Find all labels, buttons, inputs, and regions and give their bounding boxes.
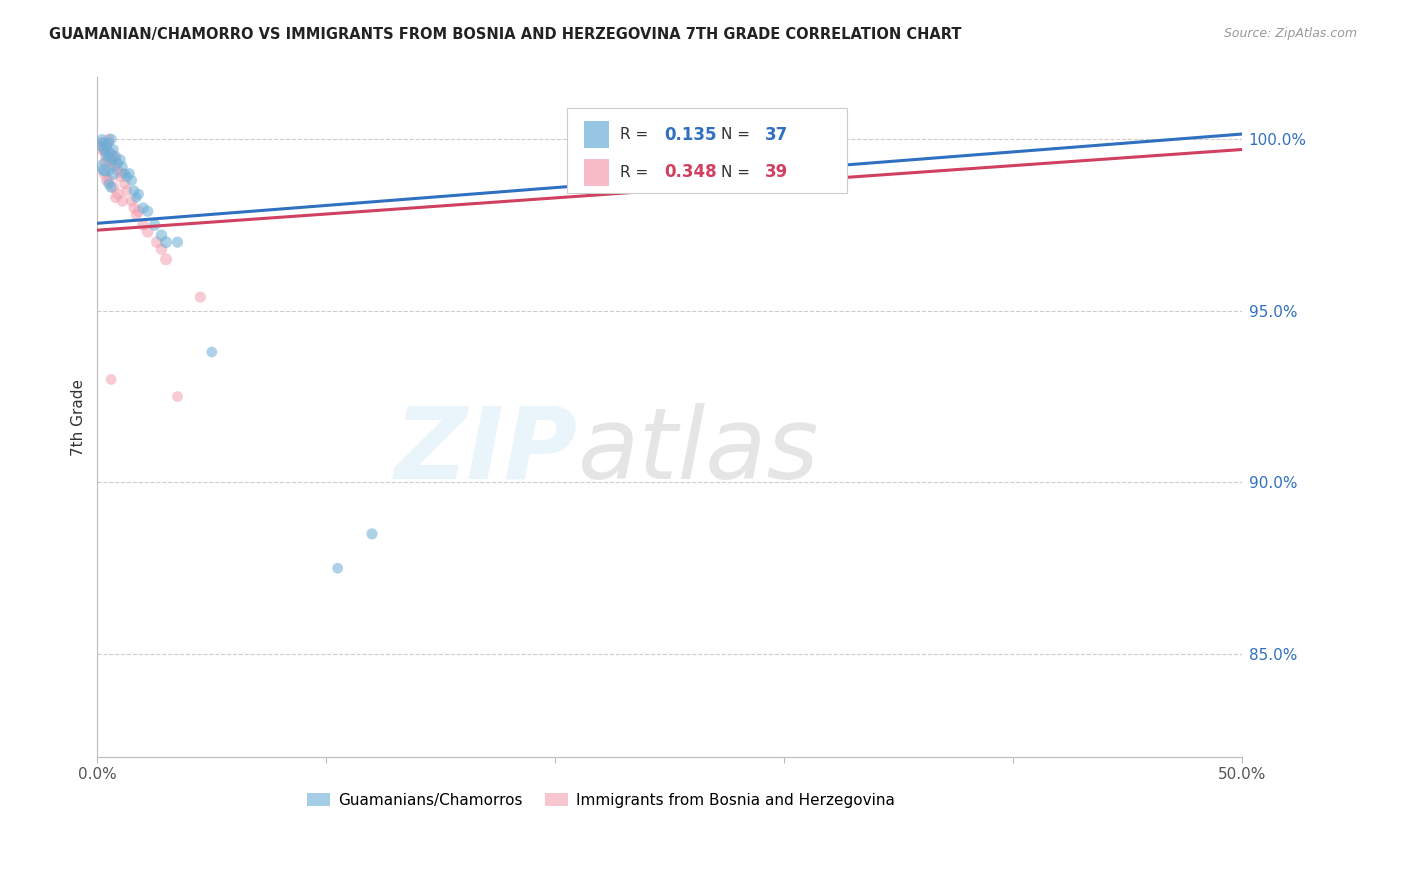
Point xyxy=(97,149,120,163)
Text: ZIP: ZIP xyxy=(395,402,578,500)
FancyBboxPatch shape xyxy=(567,108,846,193)
Point xyxy=(115,169,138,184)
Point xyxy=(103,143,125,157)
Point xyxy=(91,136,114,150)
Point xyxy=(103,149,125,163)
Text: 37: 37 xyxy=(765,126,787,144)
Point xyxy=(90,132,112,146)
Point xyxy=(98,145,121,160)
Point xyxy=(100,145,122,160)
Point xyxy=(101,153,124,167)
Point xyxy=(128,187,150,202)
Point xyxy=(101,156,124,170)
Point xyxy=(104,149,127,163)
Point xyxy=(94,149,117,163)
Text: Source: ZipAtlas.com: Source: ZipAtlas.com xyxy=(1223,27,1357,40)
Point xyxy=(96,173,118,187)
Point xyxy=(166,390,188,404)
Point xyxy=(326,561,349,575)
Point xyxy=(132,201,155,215)
Point xyxy=(103,167,125,181)
Point xyxy=(115,184,138,198)
Text: N =: N = xyxy=(721,128,755,143)
Point xyxy=(107,156,129,170)
Point xyxy=(103,160,125,174)
Point xyxy=(90,139,112,153)
Point xyxy=(94,156,117,170)
Point xyxy=(96,139,118,153)
Point xyxy=(93,167,115,181)
FancyBboxPatch shape xyxy=(583,159,609,186)
Legend: Guamanians/Chamorros, Immigrants from Bosnia and Herzegovina: Guamanians/Chamorros, Immigrants from Bo… xyxy=(301,787,901,814)
Point xyxy=(94,145,117,160)
Point xyxy=(125,190,148,204)
Point xyxy=(107,163,129,178)
Point xyxy=(155,235,177,249)
Point xyxy=(90,136,112,150)
Point xyxy=(100,372,122,386)
Point xyxy=(155,252,177,267)
Point xyxy=(114,177,136,191)
Point xyxy=(125,208,148,222)
Point xyxy=(97,136,120,150)
Point xyxy=(122,201,145,215)
Point xyxy=(114,167,136,181)
Point xyxy=(97,173,120,187)
Point xyxy=(103,180,125,194)
Point xyxy=(96,139,118,153)
Point xyxy=(146,235,169,249)
Point xyxy=(122,184,145,198)
FancyBboxPatch shape xyxy=(583,121,609,148)
Point xyxy=(188,290,211,304)
Text: N =: N = xyxy=(721,165,755,180)
Text: R =: R = xyxy=(620,165,654,180)
Point xyxy=(104,153,127,167)
Point xyxy=(110,169,132,184)
Y-axis label: 7th Grade: 7th Grade xyxy=(72,379,86,456)
Point xyxy=(111,160,134,174)
Text: 0.348: 0.348 xyxy=(664,163,717,181)
Point xyxy=(91,139,114,153)
Point xyxy=(121,173,143,187)
Point xyxy=(143,218,166,232)
Point xyxy=(118,167,141,181)
Point xyxy=(128,204,150,219)
Point xyxy=(96,160,118,174)
Point xyxy=(150,228,173,243)
Point xyxy=(97,132,120,146)
Point xyxy=(104,190,127,204)
Point xyxy=(93,143,115,157)
Point xyxy=(121,194,143,208)
Point xyxy=(98,153,121,167)
Point xyxy=(136,204,159,219)
Point xyxy=(201,345,224,359)
Point xyxy=(166,235,188,249)
Point xyxy=(89,143,111,157)
Point xyxy=(100,180,122,194)
Text: 39: 39 xyxy=(765,163,787,181)
Text: R =: R = xyxy=(620,128,654,143)
Point xyxy=(361,527,384,541)
Point xyxy=(111,167,134,181)
Point xyxy=(136,225,159,239)
Point xyxy=(110,153,132,167)
Text: GUAMANIAN/CHAMORRO VS IMMIGRANTS FROM BOSNIA AND HERZEGOVINA 7TH GRADE CORRELATI: GUAMANIAN/CHAMORRO VS IMMIGRANTS FROM BO… xyxy=(49,27,962,42)
Text: atlas: atlas xyxy=(578,402,820,500)
Point xyxy=(150,242,173,256)
Point xyxy=(107,187,129,202)
Point xyxy=(93,143,115,157)
Point xyxy=(111,194,134,208)
Point xyxy=(93,163,115,178)
Point xyxy=(97,145,120,160)
Point xyxy=(100,132,122,146)
Point xyxy=(132,218,155,232)
Point xyxy=(97,177,120,191)
Text: 0.135: 0.135 xyxy=(664,126,716,144)
